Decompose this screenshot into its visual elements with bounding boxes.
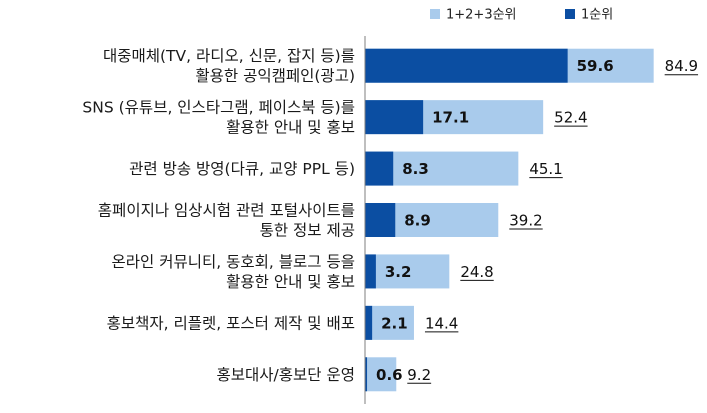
category-label-2-0: 관련 방송 방영(다큐, 교양 PPL 등) [129, 160, 355, 178]
value-label-total-4: 24.8 [460, 263, 493, 281]
category-label-5-0: 홍보책자, 리플렛, 포스터 제작 및 배포 [107, 314, 355, 332]
value-label-first-1: 17.1 [432, 109, 469, 127]
bar-first-0 [365, 48, 568, 83]
bar-first-3 [365, 203, 396, 237]
category-label-4-1: 활용한 안내 및 홍보 [226, 273, 355, 291]
value-label-total-3: 39.2 [509, 212, 542, 230]
category-label-0-1: 활용한 공익캠페인(광고) [195, 67, 355, 85]
bar-total-4 [365, 254, 450, 289]
bar-first-2 [365, 151, 394, 186]
value-label-total-5: 14.4 [425, 314, 458, 332]
category-label-6-0: 홍보대사/홍보단 운영 [217, 366, 356, 384]
category-label-1-1: 활용한 안내 및 홍보 [226, 119, 355, 137]
value-label-first-3: 8.9 [404, 212, 431, 230]
bar-first-4 [365, 254, 376, 289]
bars: 59.6 84.9 17.1 52.4 8.3 45.1 8.9 39.2 3.2 24.8 2.1… [365, 48, 699, 392]
bar-total-6 [365, 357, 397, 392]
value-label-first-5: 2.1 [381, 314, 408, 332]
category-label-4-0: 온라인 커뮤니티, 동호회, 블로그 등을 [112, 253, 355, 271]
legend-label-total: 1+2+3순위 [446, 8, 517, 23]
category-label-1-0: SNS (유튜브, 인스타그램, 페이스북 등)를 [82, 99, 355, 117]
category-label-3-1: 통한 정보 제공 [260, 222, 355, 240]
legend-swatch-total [430, 9, 440, 19]
legend-swatch-first [565, 9, 575, 19]
bar-total-5 [365, 305, 414, 340]
value-label-first-0: 59.6 [577, 57, 614, 75]
legend: 1+2+3순위 1순위 [430, 8, 613, 23]
value-label-total-6: 9.2 [407, 366, 431, 384]
value-label-first-2: 8.3 [402, 160, 429, 178]
legend-label-first: 1순위 [581, 8, 613, 23]
value-label-first-4: 3.2 [385, 263, 412, 281]
category-label-3-0: 홈페이지나 임상시험 관련 포털사이트를 [98, 202, 355, 220]
value-label-total-0: 84.9 [665, 57, 698, 75]
value-label-first-6: 0.6 [376, 366, 403, 384]
category-label-0-0: 대중매체(TV, 라디오, 신문, 잡지 등)를 [103, 47, 355, 65]
bar-first-1 [365, 100, 424, 135]
bar-first-6 [365, 357, 368, 392]
value-label-total-1: 52.4 [554, 109, 587, 127]
value-label-total-2: 45.1 [529, 160, 562, 178]
bar-first-5 [365, 305, 373, 340]
